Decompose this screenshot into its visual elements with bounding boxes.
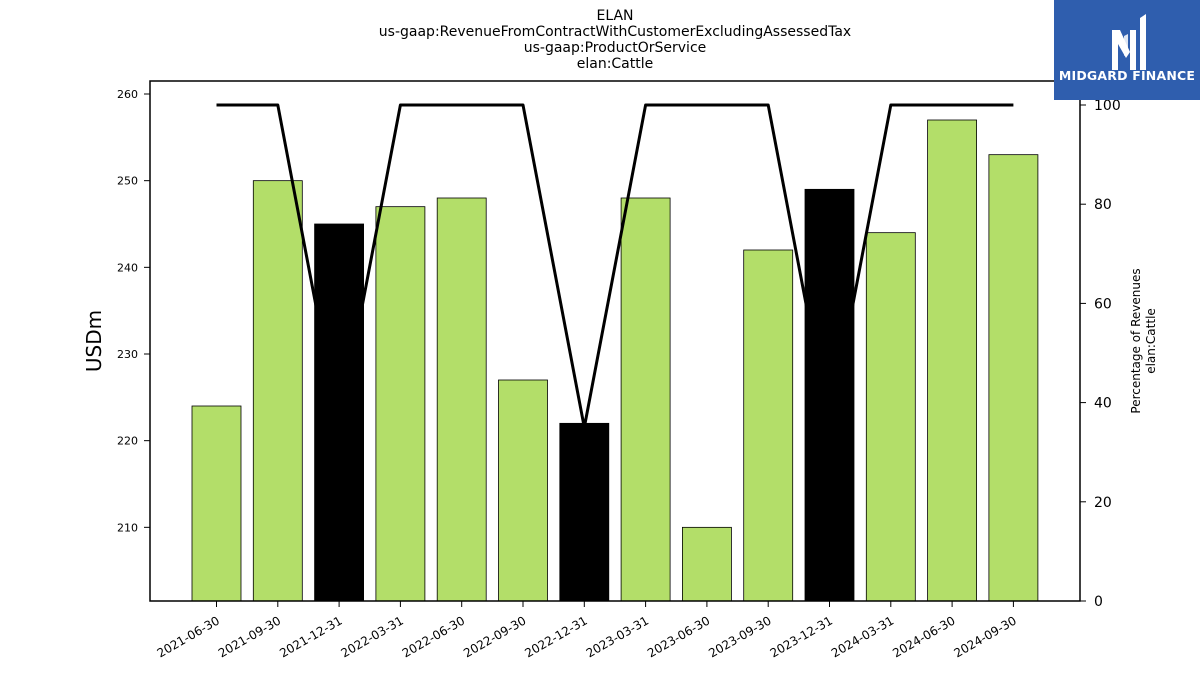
x-axis: 2021-06-302021-09-302021-12-312022-03-31… <box>155 601 1019 660</box>
x-tick-label: 2022-09-30 <box>461 613 528 660</box>
y-axis-left: 210 220 230 240 250 260 <box>117 88 150 534</box>
x-tick-label: 2022-06-30 <box>400 613 467 660</box>
x-tick-label: 2024-06-30 <box>890 613 957 660</box>
x-tick-label: 2021-06-30 <box>155 613 222 660</box>
bar <box>252 180 303 602</box>
bar <box>804 188 855 602</box>
x-tick-label: 2024-03-31 <box>829 613 896 660</box>
bar <box>375 206 426 602</box>
percentage-line-layer <box>216 103 1014 429</box>
x-tick-label: 2023-09-30 <box>706 613 773 660</box>
x-tick-label: 2023-06-30 <box>645 613 712 660</box>
logo-mark-icon <box>1112 14 1146 70</box>
y-tick-label: 230 <box>117 348 138 361</box>
y-tick-label: 250 <box>117 175 138 188</box>
y2-tick-label: 100 <box>1094 98 1121 114</box>
x-tick-label: 2021-09-30 <box>216 613 283 660</box>
x-tick-label: 2023-12-31 <box>768 613 835 660</box>
x-tick-label: 2021-12-31 <box>277 613 344 660</box>
y2-axis-label-line1: Percentage of Revenues <box>1129 268 1143 413</box>
y2-tick-label: 0 <box>1094 594 1103 610</box>
bar <box>436 197 487 602</box>
y-tick-label: 260 <box>117 88 138 101</box>
percentage-line <box>216 103 1014 429</box>
y2-tick-label: 40 <box>1094 396 1112 412</box>
y-tick-label: 210 <box>117 521 138 534</box>
y2-tick-label: 20 <box>1094 495 1112 511</box>
bar <box>498 379 548 602</box>
title-company: ELAN <box>596 8 634 24</box>
bar <box>559 422 610 602</box>
bar <box>927 119 977 602</box>
bar <box>743 249 794 602</box>
y-tick-label: 240 <box>117 261 138 274</box>
bar <box>191 405 242 602</box>
bar <box>988 154 1039 602</box>
y-axis-right: 0 20 40 60 80 100 <box>1080 98 1121 610</box>
bars-layer <box>191 119 1039 602</box>
plot-frame <box>149 80 1081 602</box>
bar <box>314 223 365 602</box>
title-member: elan:Cattle <box>576 56 654 72</box>
bar <box>682 526 732 602</box>
y-axis-label: USDm <box>82 310 106 372</box>
y2-axis-label-line2: elan:Cattle <box>1144 308 1158 374</box>
logo-text: MIDGARD FINANCE <box>1058 68 1196 83</box>
x-tick-label: 2024-09-30 <box>951 613 1018 660</box>
x-tick-label: 2022-03-31 <box>338 613 405 660</box>
brand-logo: MIDGARD FINANCE <box>1054 0 1200 100</box>
title-axis: us-gaap:ProductOrService <box>523 40 707 56</box>
y-tick-label: 220 <box>117 435 138 448</box>
x-tick-label: 2023-03-31 <box>584 613 651 660</box>
x-tick-label: 2022-12-31 <box>522 613 589 660</box>
bar <box>865 232 916 602</box>
y2-tick-label: 80 <box>1094 197 1112 213</box>
title-concept: us-gaap:RevenueFromContractWithCustomerE… <box>378 24 852 40</box>
y2-tick-label: 60 <box>1094 296 1112 312</box>
bar <box>620 197 671 602</box>
